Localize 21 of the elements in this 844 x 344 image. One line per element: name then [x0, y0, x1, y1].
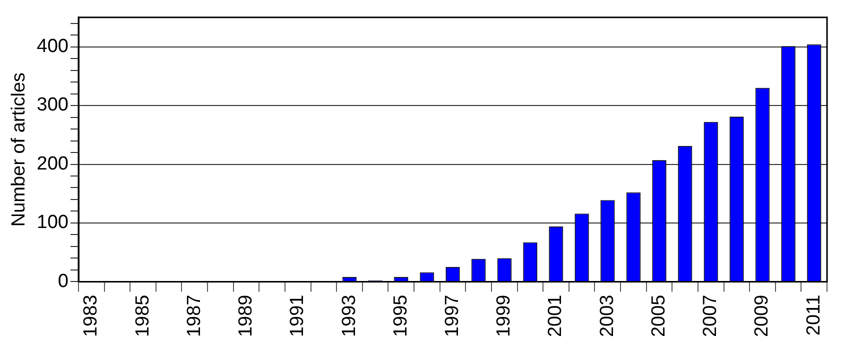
y-tick-label: 100: [36, 212, 68, 234]
x-tick-label: 1985: [132, 294, 154, 338]
x-tick-label: 1989: [236, 294, 257, 338]
x-tick-label: 2009: [752, 294, 773, 338]
y-tick-label: 300: [36, 94, 68, 116]
x-tick-label: 2001: [545, 294, 566, 338]
x-tick-label: 1999: [494, 294, 515, 338]
x-tick-label: 1997: [442, 294, 464, 338]
y-tick-label: 0: [58, 270, 68, 292]
y-tick-label: 400: [36, 36, 68, 58]
x-tick-label: 1983: [80, 294, 102, 338]
x-tick-label: 2011: [803, 294, 824, 336]
x-tick-label: 1993: [338, 294, 360, 338]
y-tick-label: 200: [36, 153, 68, 174]
x-tick-label: 2007: [700, 294, 722, 338]
x-tick-label: 2003: [596, 294, 618, 338]
x-tick-label: 1995: [390, 294, 412, 338]
y-axis-title: Number of articles: [8, 72, 30, 227]
x-tick-label: 2005: [648, 294, 670, 338]
x-tick-label: 1991: [287, 294, 308, 338]
x-tick-label: 1987: [184, 294, 205, 338]
